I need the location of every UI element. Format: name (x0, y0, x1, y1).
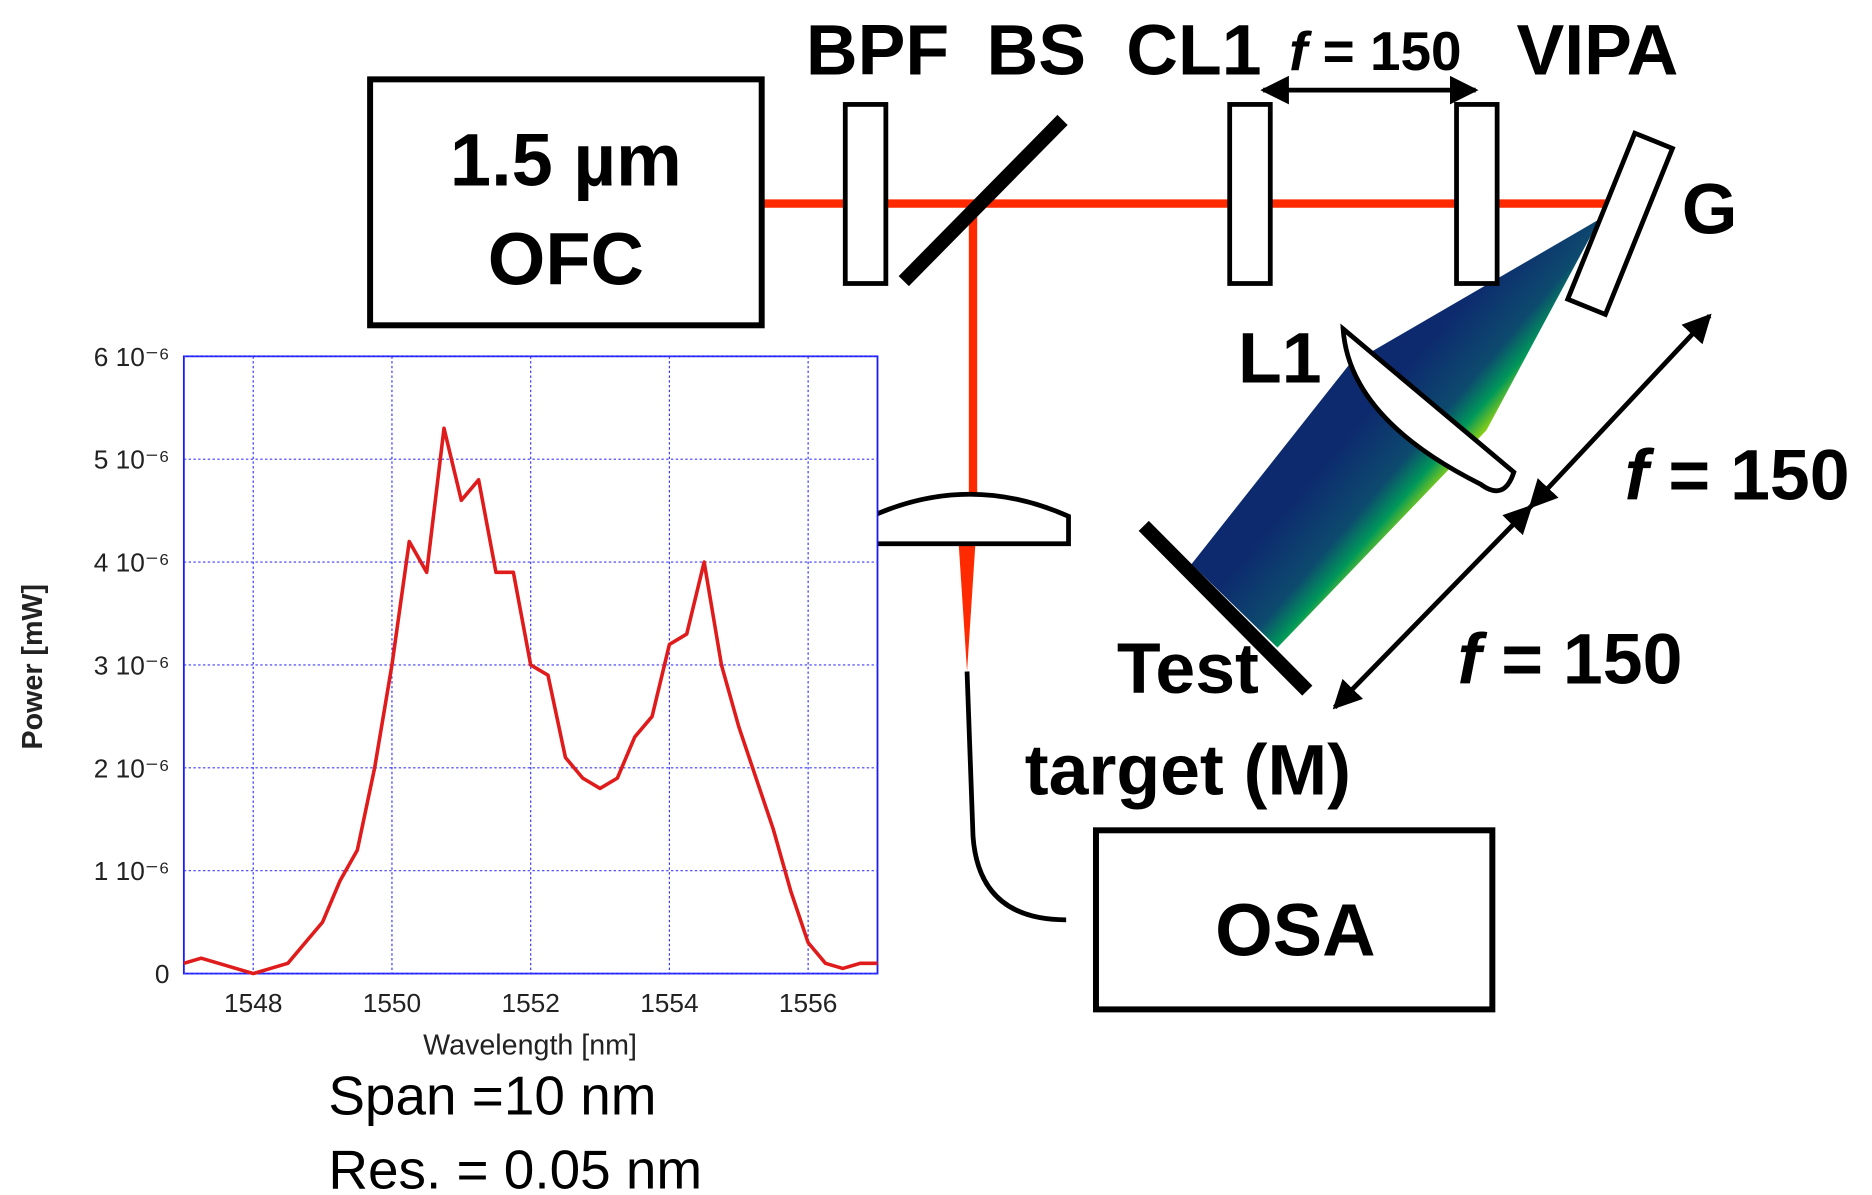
fiber (964, 671, 1067, 923)
note: Res. = 0.05 nm (328, 1138, 702, 1195)
label: G (1682, 169, 1738, 249)
ofc-box (367, 76, 765, 329)
x-axis-title: Wavelength [nm] (423, 1030, 637, 1062)
lens-l1 (1340, 323, 1517, 494)
label: target (M) (1025, 730, 1351, 810)
grating (1564, 130, 1676, 318)
y-tick-label: 6 10⁻⁶ (94, 342, 170, 372)
test-target (1138, 520, 1313, 696)
label: VIPA (1516, 11, 1678, 91)
label: BS (987, 11, 1087, 91)
x-tick-label: 1554 (640, 988, 698, 1018)
focused-beam (958, 543, 976, 672)
label: Test (1117, 629, 1259, 709)
label: BPF (806, 11, 949, 91)
label: CL1 (1126, 11, 1261, 91)
y-tick-label: 5 10⁻⁶ (94, 445, 170, 475)
ofc-label: OFC (488, 218, 644, 301)
y-tick-label: 3 10⁻⁶ (94, 651, 170, 681)
beam-splitter (898, 114, 1068, 287)
y-tick-label: 2 10⁻⁶ (94, 753, 170, 783)
cl1 (1227, 102, 1273, 286)
x-tick-label: 1550 (363, 988, 421, 1018)
spectrum-chart: 0 1 10⁻⁶ 2 10⁻⁶ 3 10⁻⁶ 4 10⁻⁶ 5 10⁻⁶ 6 10⁻⁶ 154… (94, 342, 879, 1018)
lens (869, 491, 1071, 547)
label: L1 (1238, 319, 1322, 399)
arrow (1332, 504, 1533, 710)
dispersed-beam (1191, 219, 1600, 648)
ofc-label: 1.5 µm (450, 119, 682, 202)
x-tick-label: 1548 (224, 988, 282, 1018)
y-tick-label: 0 (155, 959, 170, 989)
label: f = 150 (1625, 436, 1850, 516)
arrow (1528, 313, 1712, 509)
x-tick-label: 1556 (779, 988, 837, 1018)
note: Span =10 nm (328, 1064, 656, 1126)
label: f = 150 (1457, 619, 1682, 699)
y-axis-title: Power [mW] (17, 584, 49, 749)
osa-box (1092, 827, 1496, 1013)
x-tick-label: 1552 (501, 988, 559, 1018)
osa-label: OSA (1215, 889, 1375, 972)
label: f = 150 (1289, 20, 1461, 82)
y-tick-label: 1 10⁻⁶ (94, 856, 170, 886)
y-tick-label: 4 10⁻⁶ (94, 548, 170, 578)
spectrum-line (183, 426, 878, 976)
bpf (842, 102, 889, 286)
vipa (1454, 102, 1500, 286)
